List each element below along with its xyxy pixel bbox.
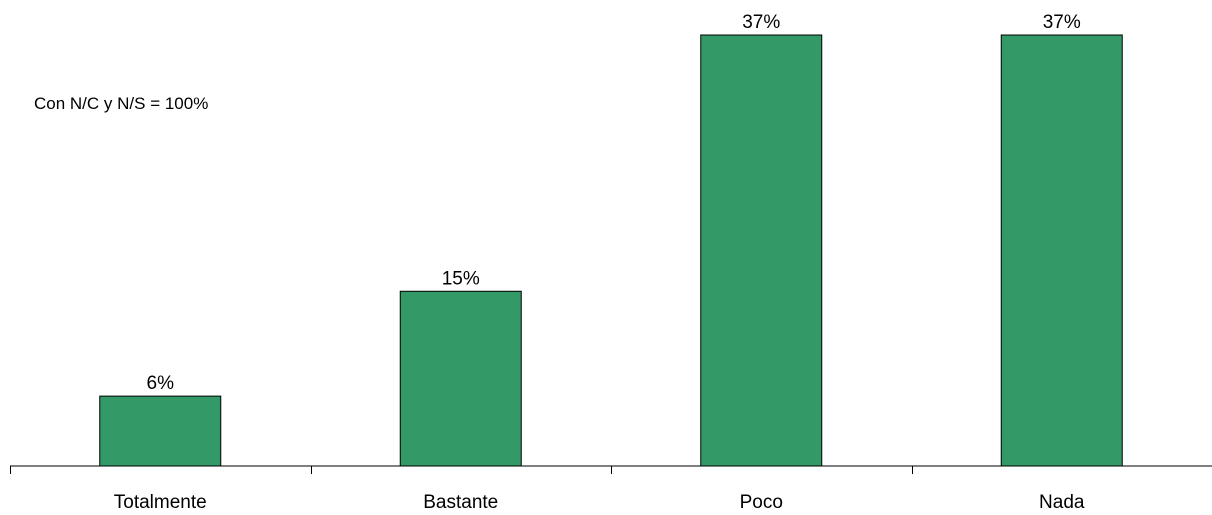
bar-bastante	[399, 290, 522, 467]
bars-group	[99, 34, 1123, 467]
data-label: 6%	[147, 373, 175, 394]
labels-group: 6% Totalmente 15% Bastante 37% Poco 37% Nada	[114, 12, 1085, 513]
x-axis	[10, 465, 1212, 474]
data-label: 37%	[1043, 12, 1081, 33]
data-label: 37%	[742, 12, 780, 33]
bar-poco	[700, 34, 823, 467]
x-tick-label: Nada	[1039, 492, 1085, 513]
x-tick-label: Poco	[740, 492, 783, 513]
bar-nada	[1000, 34, 1123, 467]
bar-totalmente	[99, 395, 222, 467]
data-label: 15%	[442, 268, 480, 289]
x-tick-label: Totalmente	[114, 492, 207, 513]
chart-annotation: Con N/C y N/S = 100%	[34, 94, 209, 113]
x-tick-label: Bastante	[423, 492, 498, 513]
